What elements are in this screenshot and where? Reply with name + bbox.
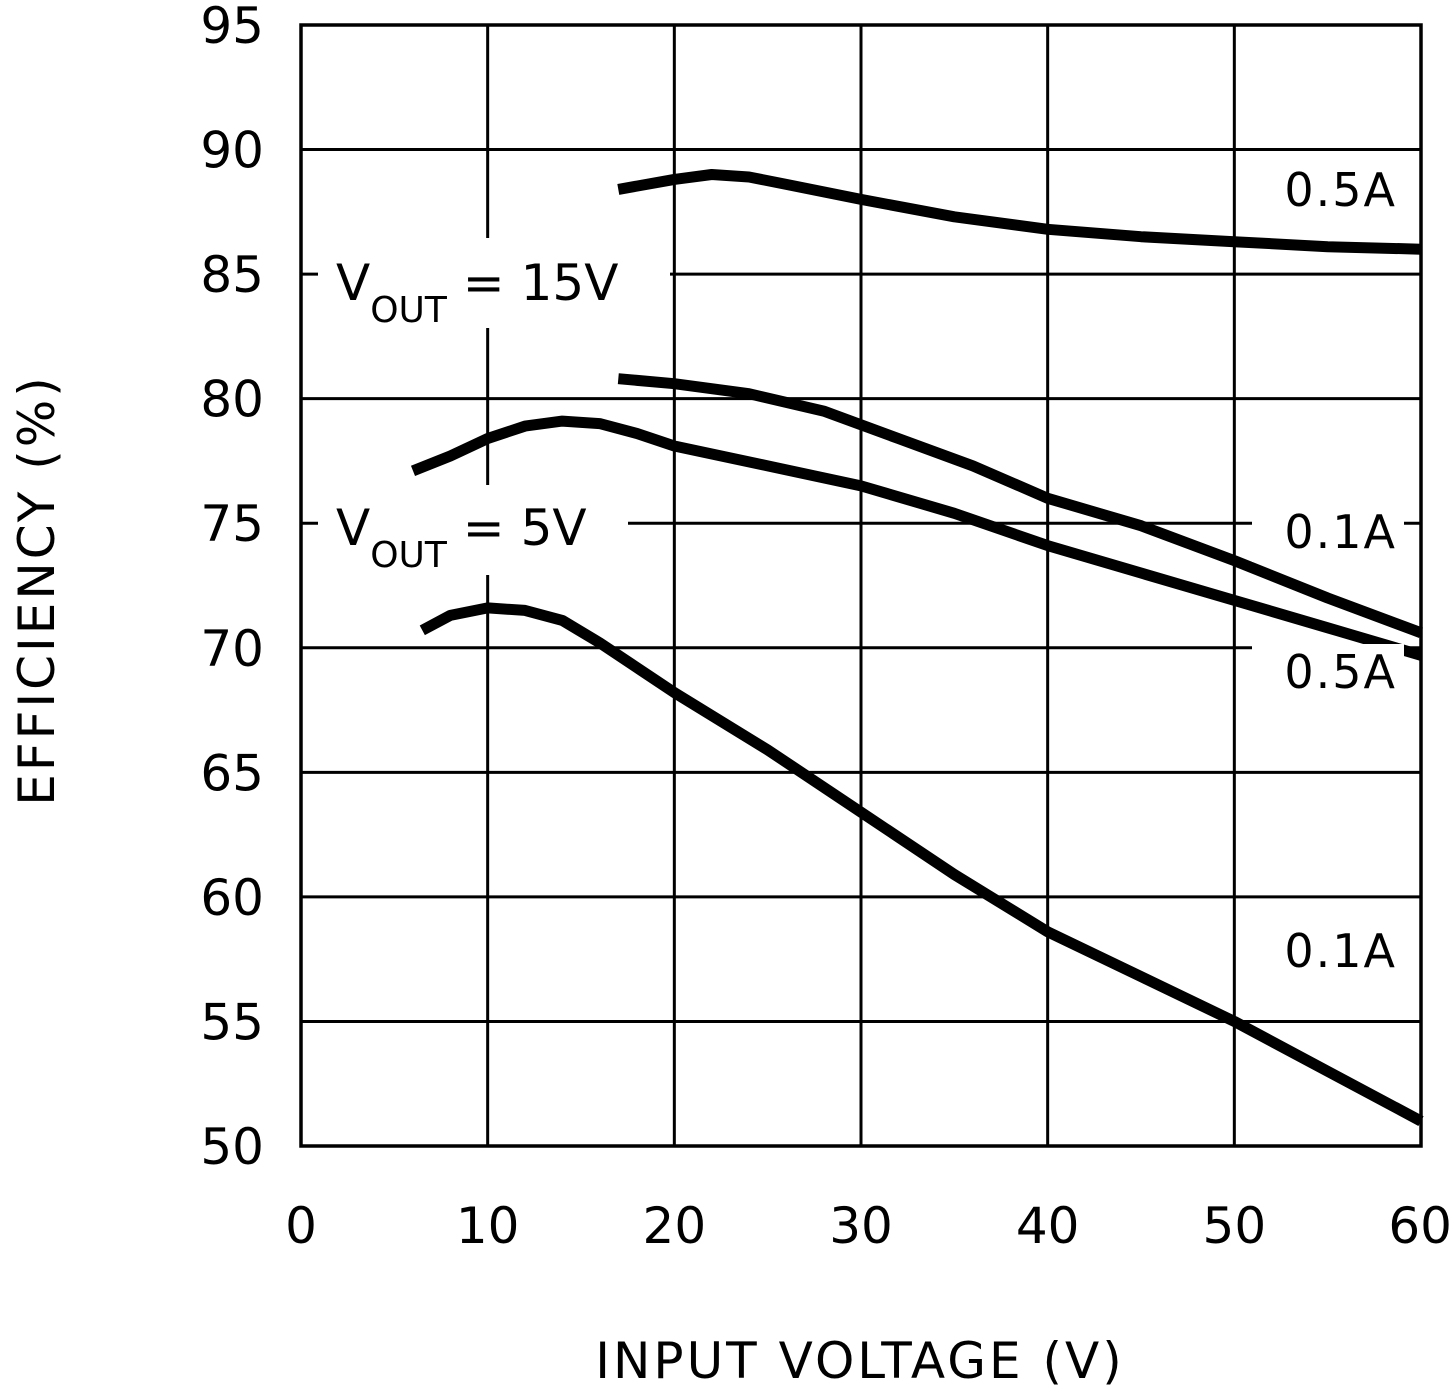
y-tick-label: 90 (200, 122, 264, 180)
tick-labels: 50 55 60 65 70 75 80 85 90 95 0 10 20 30 40 50 60 (200, 0, 1452, 1255)
y-tick-label: 55 (200, 993, 264, 1051)
y-tick-label: 80 (200, 371, 264, 429)
x-tick-label: 30 (829, 1197, 893, 1255)
curve-label: 0.5A (1284, 645, 1397, 699)
y-tick-label: 50 (200, 1118, 264, 1176)
y-tick-label: 60 (200, 869, 264, 927)
group-label-main: V (336, 499, 370, 557)
group-label-main: V (336, 254, 370, 312)
group-label-sub: OUT (370, 535, 448, 576)
curve-label-background (1252, 162, 1404, 220)
series-line-vout15-05A (617, 169, 1422, 255)
curve-labels: 0.5A 0.1A 0.5A 0.1A (1252, 162, 1404, 981)
curve-label: 0.5A (1284, 163, 1397, 217)
y-tick-label: 95 (200, 0, 264, 55)
y-tick-label: 65 (200, 744, 264, 802)
x-tick-label: 50 (1203, 1197, 1267, 1255)
y-tick-label: 85 (200, 246, 264, 304)
curve-label-background (1252, 504, 1404, 562)
x-tick-label: 60 (1388, 1197, 1452, 1255)
svg-text:VOUT = 5V: VOUT = 5V (336, 499, 587, 576)
x-tick-label: 20 (643, 1197, 707, 1255)
y-tick-label: 75 (200, 495, 264, 553)
curve-label: 0.1A (1284, 505, 1397, 559)
group-label-vout-5v: VOUT = 5V (318, 485, 628, 576)
series-line-vout15-01A (617, 373, 1423, 638)
series-line-vout5-05A (410, 415, 1423, 661)
group-label-sub: OUT (370, 290, 448, 331)
group-label-rest: = 5V (447, 499, 587, 557)
curve-label-background (1252, 644, 1404, 702)
svg-text:VOUT = 15V: VOUT = 15V (336, 254, 618, 331)
curve-label: 0.1A (1284, 924, 1397, 978)
series-line-vout5-01A (419, 602, 1424, 1126)
x-tick-label: 40 (1016, 1197, 1080, 1255)
y-tick-label: 70 (200, 620, 264, 678)
group-label-vout-15v: VOUT = 15V (318, 238, 670, 331)
y-axis-title: EFFICIENCY (%) (8, 374, 66, 806)
x-axis-title: INPUT VOLTAGE (V) (595, 1332, 1124, 1390)
curves (410, 169, 1424, 1126)
x-tick-label: 10 (456, 1197, 520, 1255)
group-label-rest: = 15V (447, 254, 619, 312)
plot-frame (299, 23, 1423, 1148)
x-tick-label: 0 (285, 1197, 317, 1255)
curve-label-background (1252, 923, 1404, 981)
